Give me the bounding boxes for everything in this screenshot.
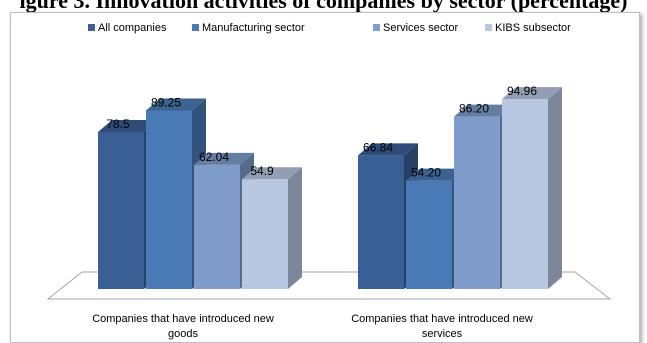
data-label-kibs-subsector-0: 54.9 (250, 164, 274, 178)
legend: All companies Manufacturing sector Service… (88, 22, 571, 34)
bar-top-face (242, 167, 302, 180)
data-label-services-sector-1: 86.20 (459, 102, 489, 116)
data-labels: 78.5 89.25 62.04 54.9 66.84 54.20 86.20 94.96 (106, 84, 537, 180)
bar-front-face (406, 180, 452, 289)
legend-label-services-sector: Services sector (383, 22, 459, 34)
category-label-0-line-1: goods (168, 328, 198, 340)
bar-kibs-subsector-services (502, 87, 562, 289)
bar-top-face (98, 120, 158, 132)
bar-front-face (194, 164, 240, 289)
category-label-0-line-0: Companies that have introduced new (92, 313, 274, 325)
data-label-manufacturing-sector-0: 89.25 (151, 96, 181, 110)
category-labels: Companies that have introduced new goods C… (92, 313, 533, 340)
data-label-all-companies-0: 78.5 (106, 117, 130, 131)
legend-swatch-all-companies (88, 24, 95, 31)
bar-top-face (194, 152, 254, 165)
bar-top-face (454, 104, 514, 117)
bar-top-face (502, 87, 562, 100)
data-label-manufacturing-sector-1: 54.20 (411, 166, 441, 180)
category-label-1-line-1: services (422, 328, 463, 340)
data-label-kibs-subsector-1: 94.96 (507, 84, 537, 98)
bar-front-face (454, 116, 500, 289)
bar-side-face (288, 167, 302, 289)
legend-swatch-services-sector (373, 24, 380, 31)
bar-kibs-subsector-goods (242, 167, 302, 289)
bar-top-face (358, 143, 418, 156)
chart-title-partial: igure 3. Innovation activities of compan… (19, 0, 628, 13)
legend-label-manufacturing-sector: Manufacturing sector (202, 22, 305, 34)
legend-swatch-kibs-subsector (485, 24, 492, 31)
bar-front-face (146, 110, 192, 289)
legend-swatch-manufacturing-sector (192, 24, 199, 31)
data-label-services-sector-0: 62.04 (199, 150, 229, 164)
bar-front-face (358, 155, 404, 289)
legend-label-all-companies: All companies (98, 22, 167, 34)
category-label-1-line-0: Companies that have introduced new (351, 313, 533, 325)
bar-front-face (98, 132, 144, 289)
bars (98, 87, 562, 289)
data-label-all-companies-1: 66.84 (363, 140, 393, 154)
bar-top-face (146, 98, 206, 111)
bar-front-face (502, 99, 548, 289)
bar-side-face (548, 87, 562, 289)
bar-top-face (406, 168, 466, 181)
legend-label-kibs-subsector: KIBS subsector (495, 22, 571, 34)
bar-front-face (242, 179, 288, 289)
